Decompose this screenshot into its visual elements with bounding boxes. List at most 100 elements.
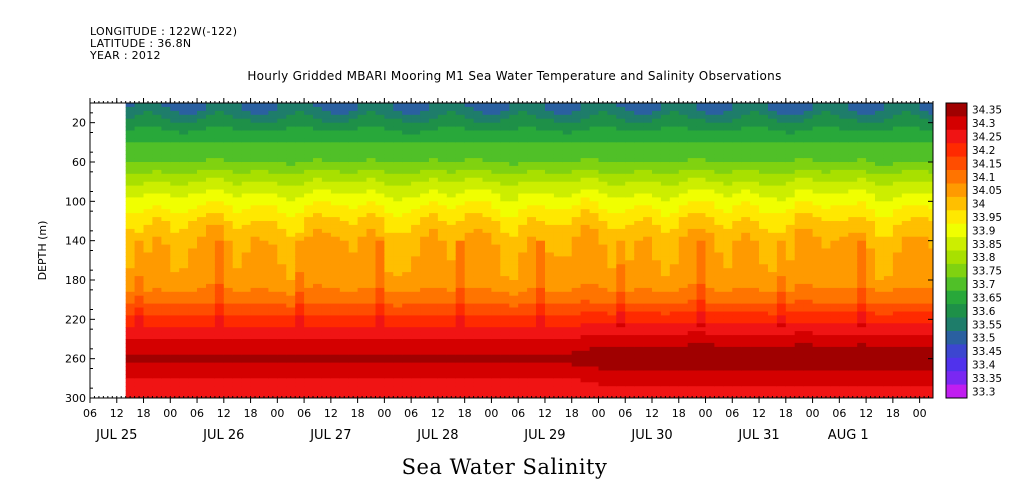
heatmap-cell	[696, 118, 707, 124]
heatmap-cell	[170, 256, 180, 261]
heatmap-cell	[643, 173, 653, 179]
heatmap-cell	[223, 221, 234, 226]
heatmap-cell	[482, 122, 492, 128]
heatmap-cell	[375, 350, 385, 356]
heatmap-cell	[321, 138, 332, 143]
heatmap-cell	[616, 154, 626, 159]
heatmap-cell	[437, 181, 448, 187]
heatmap-cell	[545, 303, 555, 309]
heatmap-cell	[411, 264, 421, 269]
heatmap-cell	[562, 213, 573, 218]
heatmap-cell	[411, 221, 421, 226]
heatmap-cell	[223, 103, 234, 108]
heatmap-cell	[652, 185, 662, 191]
heatmap-cell	[259, 154, 269, 159]
heatmap-cell	[188, 126, 198, 132]
heatmap-cell	[625, 256, 635, 261]
heatmap-cell	[669, 114, 680, 120]
heatmap-cell	[714, 146, 724, 151]
heatmap-cell	[277, 303, 287, 309]
heatmap-cell	[589, 283, 600, 289]
heatmap-cell	[304, 256, 314, 261]
heatmap-cell	[259, 272, 269, 277]
heatmap-cell	[491, 236, 501, 242]
heatmap-cell	[660, 327, 671, 332]
heatmap-cell	[214, 283, 225, 289]
heatmap-cell	[696, 181, 707, 187]
heatmap-cell	[250, 283, 261, 289]
heatmap-cell	[607, 118, 617, 124]
heatmap-cell	[348, 248, 359, 253]
heatmap-cell	[696, 126, 707, 132]
heatmap-cell	[446, 362, 457, 368]
heatmap-cell	[429, 165, 439, 171]
heatmap-cell	[562, 268, 573, 273]
heatmap-cell	[500, 236, 510, 242]
heatmap-cell	[134, 291, 145, 297]
heatmap-cell	[473, 323, 484, 328]
heatmap-cell	[500, 221, 510, 226]
heatmap-cell	[437, 370, 448, 375]
heatmap-cell	[687, 142, 698, 147]
heatmap-cell	[464, 236, 475, 242]
heatmap-cell	[518, 331, 528, 336]
heatmap-cell	[616, 106, 626, 112]
heatmap-cell	[446, 327, 457, 332]
heatmap-cell	[678, 382, 689, 387]
heatmap-cell	[321, 350, 332, 356]
heatmap-cell	[643, 303, 653, 309]
heatmap-cell	[527, 256, 537, 261]
heatmap-cell	[295, 197, 305, 202]
heatmap-cell	[669, 323, 680, 328]
heatmap-cell	[393, 299, 403, 305]
heatmap-cell	[598, 189, 608, 194]
heatmap-cell	[643, 311, 653, 316]
heatmap-cell	[509, 378, 519, 383]
heatmap-cell	[214, 331, 225, 336]
heatmap-cell	[268, 162, 278, 167]
heatmap-cell	[357, 350, 368, 356]
heatmap-cell	[152, 335, 162, 340]
heatmap-cell	[429, 228, 439, 234]
heatmap-cell	[509, 138, 519, 143]
heatmap-cell	[446, 142, 457, 147]
heatmap-cell	[197, 201, 207, 206]
heatmap-cell	[339, 386, 350, 391]
heatmap-cell	[330, 339, 341, 344]
heatmap-cell	[277, 177, 287, 183]
heatmap-cell	[437, 169, 448, 175]
heatmap-cell	[366, 150, 376, 155]
heatmap-cell	[188, 205, 198, 210]
heatmap-cell	[669, 150, 680, 155]
heatmap-cell	[393, 169, 403, 175]
heatmap-cell	[669, 335, 680, 340]
heatmap-cell	[402, 362, 412, 368]
heatmap-cell	[223, 342, 234, 348]
heatmap-cell	[143, 146, 153, 151]
heatmap-cell	[232, 106, 243, 112]
heatmap-cell	[411, 382, 421, 387]
heatmap-cell	[678, 276, 689, 281]
heatmap-cell	[473, 177, 484, 183]
heatmap-cell	[125, 374, 136, 379]
heatmap-cell	[304, 299, 314, 305]
heatmap-cell	[482, 299, 492, 305]
heatmap-cell	[223, 181, 234, 187]
heatmap-cell	[295, 339, 305, 344]
heatmap-cell	[678, 150, 689, 155]
heatmap-cell	[223, 126, 234, 132]
heatmap-cell	[304, 209, 314, 214]
heatmap-cell	[562, 382, 573, 387]
heatmap-cell	[321, 126, 332, 132]
heatmap-cell	[562, 350, 573, 356]
heatmap-cell	[705, 354, 715, 360]
heatmap-cell	[206, 169, 216, 175]
heatmap-cell	[509, 197, 519, 202]
heatmap-cell	[259, 256, 269, 261]
heatmap-cell	[589, 323, 600, 328]
heatmap-cell	[375, 169, 385, 175]
heatmap-cell	[527, 134, 537, 139]
heatmap-cell	[357, 134, 368, 139]
heatmap-cell	[143, 272, 153, 277]
heatmap-cell	[705, 335, 715, 340]
